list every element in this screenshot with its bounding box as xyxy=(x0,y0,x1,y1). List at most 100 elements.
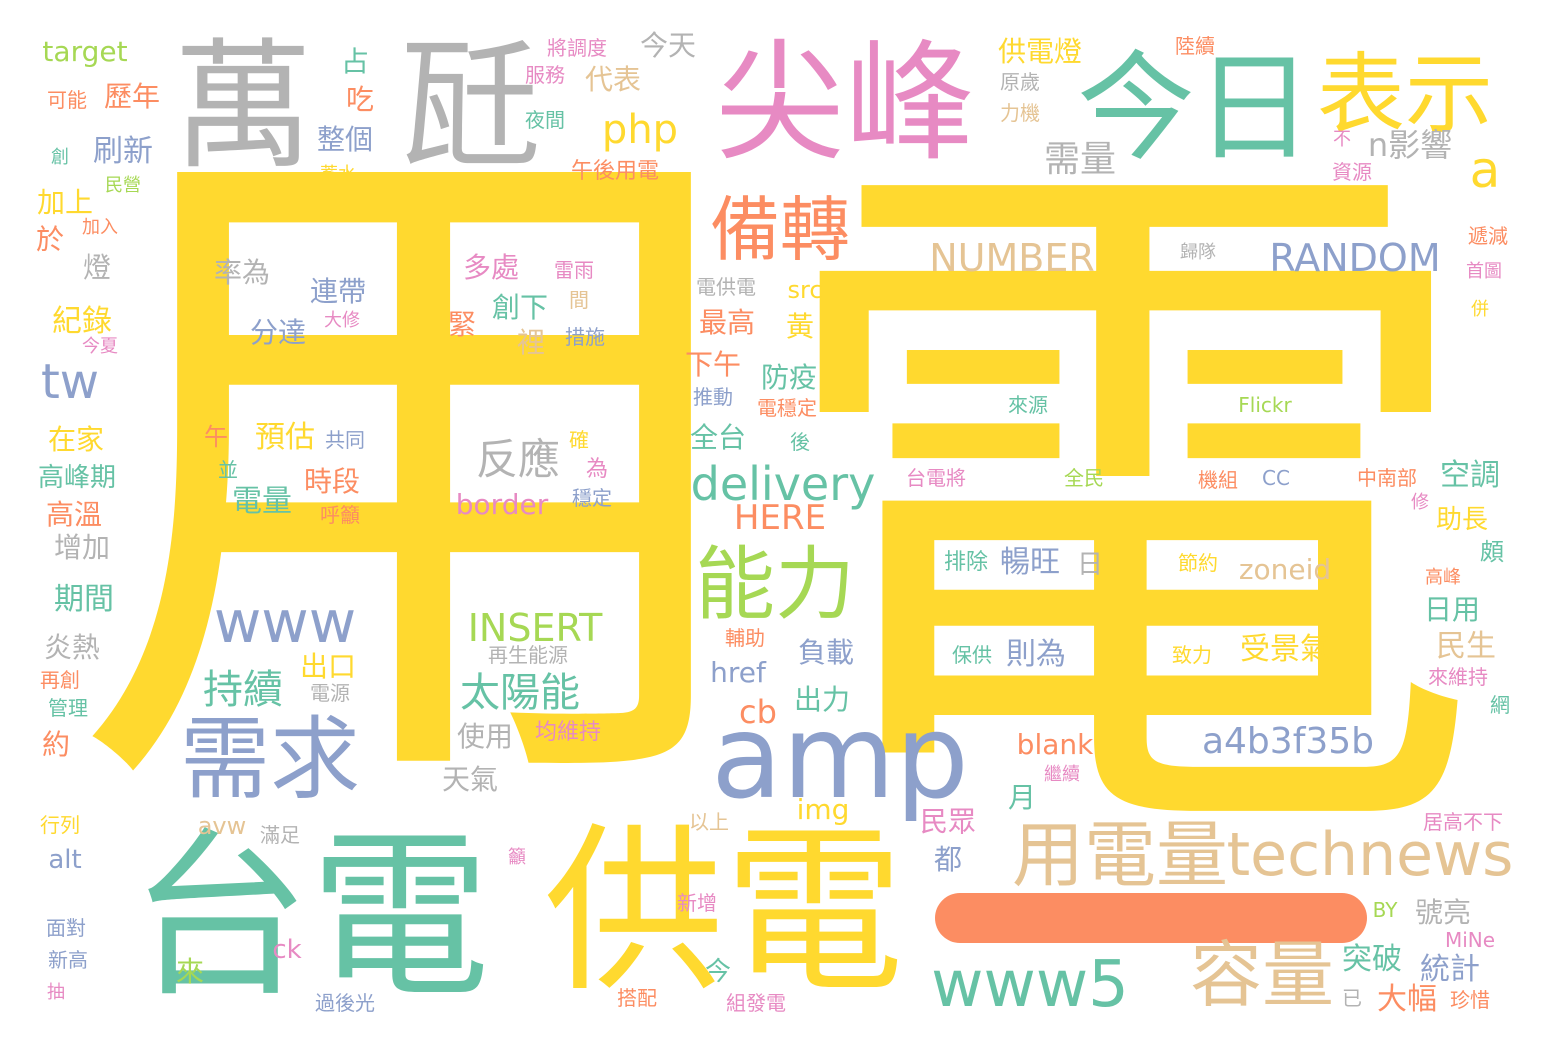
word-用: 用 xyxy=(70,62,770,877)
word-代表: 代表 xyxy=(584,63,642,96)
word-首圖: 首圖 xyxy=(1466,261,1502,282)
word-後: 後 xyxy=(790,430,810,454)
word-img: img xyxy=(796,793,850,826)
word-高峰: 高峰 xyxy=(1425,567,1461,588)
word-均維持: 均維持 xyxy=(534,720,602,745)
word-為: 為 xyxy=(585,457,609,482)
word-率為: 率為 xyxy=(213,256,271,289)
word-反應: 反應 xyxy=(475,435,561,484)
word-整個: 整個 xyxy=(316,123,374,156)
word-繼續: 繼續 xyxy=(1044,764,1080,785)
word-電源: 電源 xyxy=(310,681,350,705)
word-抽: 抽 xyxy=(47,982,65,1003)
word-delivery: delivery xyxy=(690,457,876,511)
word-a4b3f35b: a4b3f35b xyxy=(1201,721,1375,762)
word-CC: CC xyxy=(1262,466,1290,490)
word-創下: 創下 xyxy=(491,291,549,324)
word-民眾: 民眾 xyxy=(919,805,977,838)
word-穩定: 穩定 xyxy=(572,486,612,510)
word-連帶: 連帶 xyxy=(309,275,367,308)
word-technews: technews xyxy=(1226,820,1514,890)
word-在家: 在家 xyxy=(47,423,105,456)
word-用電量: 用電量 xyxy=(1011,813,1229,897)
word-確: 確 xyxy=(569,428,589,452)
word-則為: 則為 xyxy=(1006,637,1066,672)
word-呼籲: 呼籲 xyxy=(320,503,360,527)
word-表示: 表示 xyxy=(1316,43,1494,146)
word-來源: 來源 xyxy=(1008,393,1048,417)
word-並: 並 xyxy=(218,458,238,482)
word-今夏: 今夏 xyxy=(82,336,118,357)
word-今天: 今天 xyxy=(639,29,697,62)
word-約: 約 xyxy=(41,728,71,761)
word-緊: 緊 xyxy=(447,308,477,341)
word-網: 網 xyxy=(1490,693,1510,717)
word-月: 月 xyxy=(1007,781,1037,814)
word-再創: 再創 xyxy=(40,668,80,692)
word-民營: 民營 xyxy=(105,175,141,196)
word-資源: 資源 xyxy=(1332,160,1372,184)
word-target: target xyxy=(42,35,128,68)
word-分達: 分達 xyxy=(249,316,307,349)
word-太陽能: 太陽能 xyxy=(460,670,580,716)
word-炎熱: 炎熱 xyxy=(43,631,101,664)
word-avw: avw xyxy=(197,812,247,840)
word-都: 都 xyxy=(933,843,963,876)
word-間: 間 xyxy=(569,288,589,312)
word-輔助: 輔助 xyxy=(725,626,765,650)
word-共同: 共同 xyxy=(325,428,365,452)
word-cb: cb xyxy=(739,693,777,731)
word-來維持: 來維持 xyxy=(1428,665,1488,689)
word-容量: 容量 xyxy=(1189,933,1335,1017)
word-供電燈: 供電燈 xyxy=(997,35,1083,68)
word-夜間: 夜間 xyxy=(525,108,565,132)
word-持續: 持續 xyxy=(203,667,283,713)
word-border: border xyxy=(455,488,549,521)
word-蓄水: 蓄水 xyxy=(320,164,356,185)
word-防疫: 防疫 xyxy=(760,361,818,394)
word-href: href xyxy=(710,656,766,689)
word-受景氣: 受景氣 xyxy=(1240,632,1330,667)
word-amp: amp xyxy=(711,690,969,825)
word-zoneid: zoneid xyxy=(1238,553,1332,586)
word-Flickr: Flickr xyxy=(1238,393,1292,417)
word-增加: 增加 xyxy=(53,531,111,564)
word-以上: 以上 xyxy=(689,810,729,834)
word-電量: 電量 xyxy=(232,484,292,519)
word-歷年: 歷年 xyxy=(103,80,161,113)
word-面對: 面對 xyxy=(46,916,86,940)
word-RANDOM: RANDOM xyxy=(1269,236,1441,280)
word-措施: 措施 xyxy=(565,325,605,349)
word-n影響: n影響 xyxy=(1367,126,1453,164)
word-新高: 新高 xyxy=(48,948,88,972)
word-加上: 加上 xyxy=(36,186,94,219)
word-供電: 供電 xyxy=(543,808,905,1017)
word-時段: 時段 xyxy=(303,465,361,498)
word-使用: 使用 xyxy=(456,720,514,753)
word-負載: 負載 xyxy=(797,636,855,669)
word-HERE: HERE xyxy=(733,498,827,538)
word-陸續: 陸續 xyxy=(1175,34,1215,58)
word-www: www xyxy=(213,588,357,656)
word-黃: 黃 xyxy=(785,310,815,343)
word-BY: BY xyxy=(1372,898,1398,922)
word-台電將: 台電將 xyxy=(906,466,966,490)
word-助長: 助長 xyxy=(1435,505,1489,535)
word-今: 今 xyxy=(704,957,732,987)
word-致力: 致力 xyxy=(1172,643,1212,667)
word-雷雨: 雷雨 xyxy=(554,258,594,282)
word-管理: 管理 xyxy=(48,696,88,720)
word-尖峰: 尖峰 xyxy=(714,27,976,179)
word-搭配: 搭配 xyxy=(617,986,657,1010)
word-刷新: 刷新 xyxy=(93,134,153,169)
word-台電: 台電 xyxy=(129,813,491,1022)
word-萬: 萬 xyxy=(172,26,314,189)
word-歸隊: 歸隊 xyxy=(1180,242,1216,263)
word-ck: ck xyxy=(272,935,302,965)
word-統計: 統計 xyxy=(1420,952,1480,987)
word-占: 占 xyxy=(340,45,370,78)
orange-dash-mark xyxy=(935,893,1367,943)
word-原歲: 原歲 xyxy=(1000,70,1040,94)
word-創: 創 xyxy=(51,147,69,168)
